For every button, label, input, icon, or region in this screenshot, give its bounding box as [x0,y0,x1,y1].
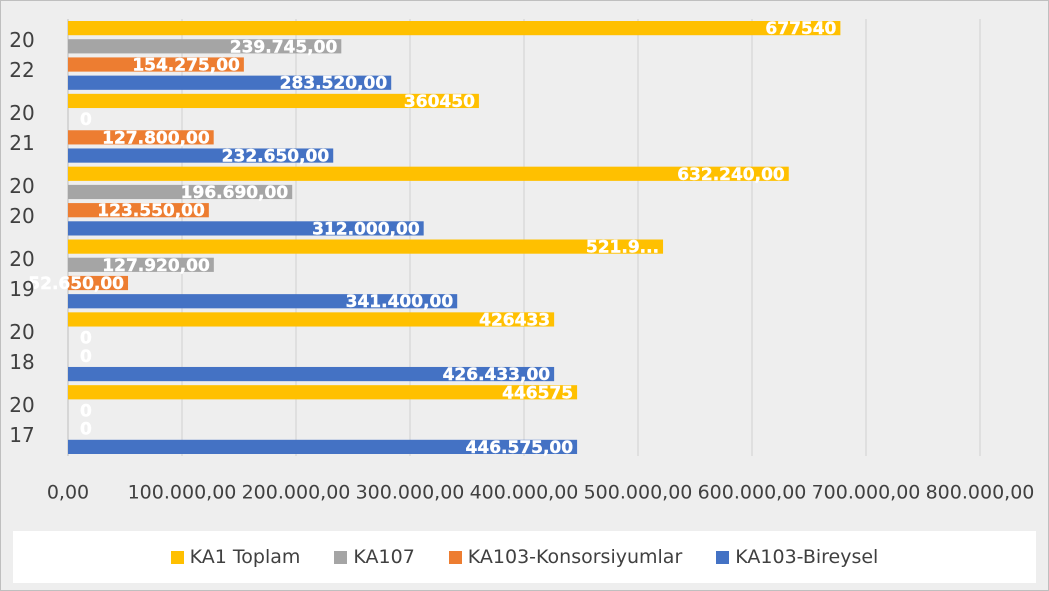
bar [68,294,458,309]
y-tick-label: 2019 [9,246,35,301]
bar [68,75,392,90]
bar [68,39,342,54]
value-label: 632.240,00 [677,165,785,185]
y-tick-label: 2020 [9,174,35,229]
value-label: 232.650,00 [222,147,330,167]
bar [68,166,789,181]
value-label: 52.650,00 [28,274,124,294]
y-tick-label: 2018 [9,319,35,374]
legend-label: KA103-Konsorsiyumlar [467,546,683,568]
value-label: 360450 [404,92,475,112]
bar [68,93,479,109]
bar [68,57,244,72]
bar [68,221,424,236]
value-label: 0 [80,347,92,367]
x-tick-label: 100.000,00 [128,482,237,504]
value-label: 127.920,00 [102,256,210,276]
value-label: 446.575,00 [466,438,574,458]
bar [68,148,334,163]
x-tick-label: 800.000,00 [926,482,1035,504]
x-tick-label: 0,00 [47,482,89,504]
bar [68,366,555,382]
value-label: 312.000,00 [312,219,420,239]
x-tick-label: 300.000,00 [356,482,465,504]
bar [68,130,214,145]
x-tick-label: 500.000,00 [584,482,693,504]
value-label: 0 [80,329,92,349]
value-label: 0 [80,401,92,421]
x-tick-label: 200.000,00 [242,482,351,504]
y-tick-label: 2017 [9,392,35,447]
x-tick-label: 700.000,00 [812,482,921,504]
bar [68,239,664,254]
legend-label: KA1 Toplam [189,546,301,568]
legend-item: KA103-Bireysel [716,546,878,568]
x-tick-label: 600.000,00 [698,482,807,504]
bar [68,257,214,272]
value-label: 123.550,00 [97,201,205,221]
value-label: 0 [80,420,92,440]
bar [68,203,209,218]
bar [68,312,555,327]
legend-item: KA107 [334,546,415,568]
value-label: 239.745,00 [230,37,338,57]
y-tick-label: 2022 [9,28,35,83]
legend-swatch [716,550,730,564]
value-label: 283.520,00 [280,74,388,94]
bar [68,439,578,454]
legend-swatch [334,550,348,564]
legend-item: KA1 Toplam [170,546,301,568]
legend-swatch [448,550,462,564]
value-label: 426433 [479,310,550,330]
value-label: 127.800,00 [102,128,210,148]
bar [68,184,293,200]
value-label: 677540 [765,19,836,39]
value-label: 196.690,00 [181,183,289,203]
bar [68,21,841,36]
value-label: 446575 [502,383,573,403]
value-label: 154.275,00 [132,56,240,76]
x-tick-label: 400.000,00 [470,482,579,504]
y-tick-label: 2021 [9,101,35,156]
legend-item: KA103-Konsorsiyumlar [448,546,683,568]
legend-swatch [170,550,184,564]
value-label: 521.9... [586,238,659,258]
legend-label: KA107 [353,546,415,568]
value-label: 0 [80,110,92,130]
bar [68,275,129,291]
value-label: 426.433,00 [443,365,551,385]
value-label: 341.400,00 [346,292,454,312]
legend: KA1 Toplam KA107 KA103-Konsorsiyumlar KA103… [13,531,1036,583]
legend-label: KA103-Bireysel [735,546,879,568]
bar [68,385,578,400]
